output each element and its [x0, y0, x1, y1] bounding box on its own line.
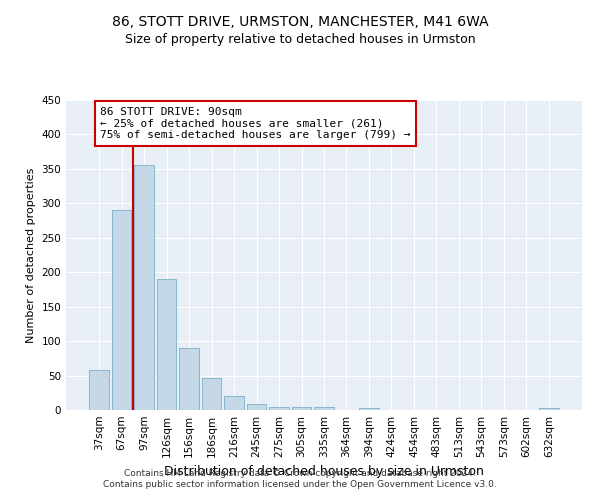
- Text: Contains HM Land Registry data © Crown copyright and database right 2024.: Contains HM Land Registry data © Crown c…: [124, 468, 476, 477]
- Bar: [112, 210, 131, 410]
- Bar: [269, 406, 289, 410]
- Bar: [247, 404, 266, 410]
- Bar: [539, 408, 559, 410]
- Bar: [224, 396, 244, 410]
- Bar: [89, 370, 109, 410]
- X-axis label: Distribution of detached houses by size in Urmston: Distribution of detached houses by size …: [164, 466, 484, 478]
- Bar: [134, 166, 154, 410]
- Bar: [359, 408, 379, 410]
- Bar: [179, 348, 199, 410]
- Text: Size of property relative to detached houses in Urmston: Size of property relative to detached ho…: [125, 32, 475, 46]
- Bar: [202, 378, 221, 410]
- Text: 86, STOTT DRIVE, URMSTON, MANCHESTER, M41 6WA: 86, STOTT DRIVE, URMSTON, MANCHESTER, M4…: [112, 15, 488, 29]
- Bar: [314, 407, 334, 410]
- Bar: [292, 406, 311, 410]
- Text: 86 STOTT DRIVE: 90sqm
← 25% of detached houses are smaller (261)
75% of semi-det: 86 STOTT DRIVE: 90sqm ← 25% of detached …: [100, 107, 410, 140]
- Bar: [157, 279, 176, 410]
- Text: Contains public sector information licensed under the Open Government Licence v3: Contains public sector information licen…: [103, 480, 497, 489]
- Y-axis label: Number of detached properties: Number of detached properties: [26, 168, 36, 342]
